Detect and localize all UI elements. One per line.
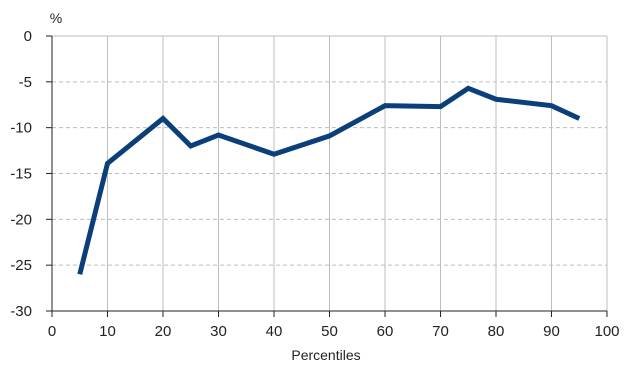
x-axis-title: Percentiles	[291, 347, 360, 363]
y-tick-label: 0	[24, 28, 32, 45]
y-axis-unit-label: %	[50, 10, 62, 26]
x-tick-label: 30	[210, 323, 227, 340]
x-tick-label: 70	[432, 323, 449, 340]
x-tick-label: 50	[321, 323, 338, 340]
series-line	[77, 85, 581, 275]
grid-layer	[52, 35, 608, 311]
y-tick-label: -30	[10, 303, 32, 320]
label-layer: % Percentiles 0 -5 -10 -15 -20 -25 -30 0 10 20 30 4…	[10, 10, 619, 363]
axis-layer	[46, 35, 608, 317]
x-tick-label: 60	[377, 323, 394, 340]
y-tick-label: -5	[19, 74, 32, 91]
x-tick-label: 80	[488, 323, 505, 340]
x-tick-label: 10	[99, 323, 116, 340]
x-tick-label: 90	[543, 323, 560, 340]
y-tick-label: -25	[10, 257, 32, 274]
y-tick-label: -15	[10, 166, 32, 183]
y-tick-label: -20	[10, 211, 32, 228]
x-tick-label: 20	[155, 323, 172, 340]
x-tick-label: 0	[48, 323, 56, 340]
x-tick-label: 40	[266, 323, 283, 340]
y-tick-label: -10	[10, 120, 32, 137]
x-tick-label: 100	[594, 323, 619, 340]
series-layer	[77, 85, 581, 275]
